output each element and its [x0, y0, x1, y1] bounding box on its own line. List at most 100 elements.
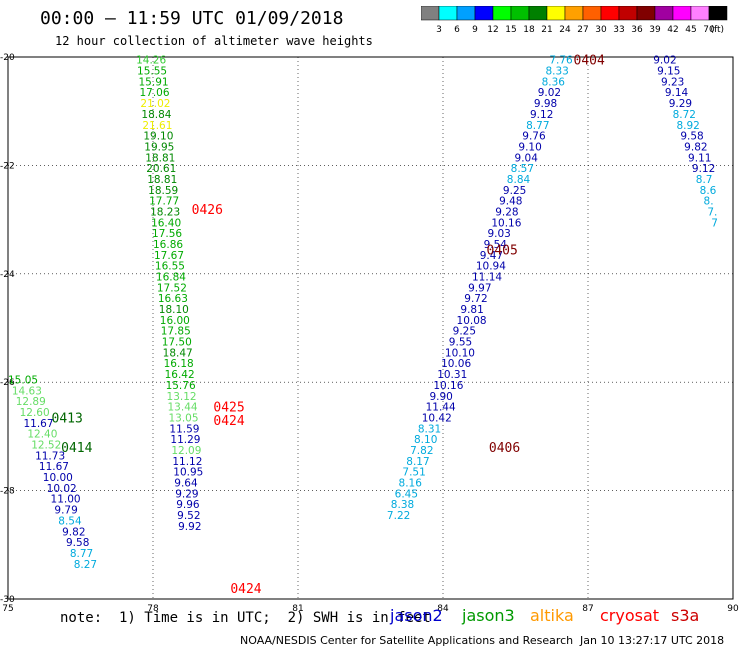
wave-height-point: 16.86: [153, 239, 183, 251]
wave-height-point: 9.11: [688, 152, 711, 164]
wave-height-point: 10.06: [441, 358, 471, 370]
wave-height-point: 9.79: [54, 505, 77, 517]
wave-height-point: 9.10: [518, 141, 541, 153]
wave-height-point: 12.60: [20, 407, 50, 419]
wave-height-point: 8.36: [542, 76, 566, 88]
x-tick-label: 78: [147, 604, 159, 614]
wave-height-point: 9.92: [178, 521, 201, 533]
wave-height-point: 15.05: [8, 374, 38, 386]
wave-height-point: 12.89: [16, 396, 46, 408]
pass-time-label: 0406: [489, 441, 520, 456]
wave-height-point: 8.27: [74, 559, 97, 571]
wave-height-point: 9.14: [665, 87, 689, 99]
wave-height-point: 18.10: [159, 304, 189, 316]
pass-time-label: 0404: [574, 54, 605, 69]
wave-height-point: 9.04: [515, 152, 539, 164]
satellite-label-altika: altika: [530, 606, 574, 625]
wave-height-point: 9.81: [460, 304, 483, 316]
legend-label: 9: [472, 25, 478, 35]
wave-height-point: 7.22: [387, 510, 410, 522]
pass-time-label: 0413: [52, 411, 83, 426]
wave-height-point: 17.50: [162, 337, 192, 349]
wave-height-point: 9.72: [464, 293, 487, 305]
y-tick-label: -24: [0, 270, 15, 280]
wave-height-point: 18.81: [145, 152, 175, 164]
wave-height-point: 11.00: [51, 494, 81, 506]
wave-height-point: 9.28: [495, 206, 518, 218]
wave-height-point: 18.23: [150, 206, 180, 218]
wave-height-point: 9.29: [175, 488, 198, 500]
y-tick-label: -28: [0, 487, 15, 497]
wave-height-point: 9.29: [669, 98, 692, 110]
wave-height-point: 16.18: [164, 358, 194, 370]
wave-height-point: 8.92: [676, 120, 699, 132]
wave-height-point: 8.: [704, 196, 714, 208]
wave-height-point: 9.90: [429, 391, 452, 403]
wave-height-point: 13.05: [168, 412, 198, 424]
y-tick-label: -26: [0, 378, 15, 388]
wave-height-point: 9.82: [62, 526, 85, 538]
wave-height-point: 10.08: [457, 315, 487, 327]
wave-height-point: 14.26: [136, 55, 166, 67]
legend-label: 15: [505, 25, 516, 35]
wave-height-point: 11.59: [169, 423, 199, 435]
wave-height-point: 16.63: [158, 293, 188, 305]
wave-height-point: 8.38: [391, 499, 414, 511]
wave-height-point: 9.02: [653, 55, 676, 67]
wave-height-point: 18.59: [148, 185, 178, 197]
plot-frame: [7, 56, 734, 600]
legend-label: 27: [577, 25, 588, 35]
wave-height-point: 10.42: [422, 412, 452, 424]
y-tick-label: -20: [0, 53, 15, 63]
wave-height-point: 9.02: [538, 87, 561, 99]
wave-height-point: 10.10: [445, 347, 475, 359]
legend-label: 42: [667, 25, 678, 35]
legend-label: 30: [595, 25, 607, 35]
wave-height-point: 9.64: [174, 477, 198, 489]
wave-height-point: 9.25: [503, 185, 526, 197]
wave-height-point: 15.91: [139, 76, 169, 88]
color-scale-legend: 3 6 9 12 15 18 21 24 27 30 33 36 39 42 45 70(ft): [421, 6, 728, 35]
pass-time-label: 0405: [487, 243, 518, 258]
wave-height-point: 10.95: [173, 467, 203, 479]
legend-label: 33: [613, 25, 624, 35]
wave-height-point: 10.94: [476, 261, 506, 273]
wave-height-point: 17.56: [152, 228, 182, 240]
footer-note: note: 1) Time is in UTC; 2) SWH is in fe…: [60, 610, 431, 626]
wave-height-point: 18.47: [163, 347, 193, 359]
pass-time-label: 0424: [213, 414, 244, 429]
wave-height-point: 19.10: [143, 131, 173, 143]
wave-height-point: 11.73: [35, 450, 65, 462]
wave-height-point: 9.58: [680, 131, 703, 143]
wave-height-point: 16.40: [151, 217, 181, 229]
wave-height-point: 15.76: [166, 380, 196, 392]
wave-height-point: 10.16: [491, 217, 521, 229]
legend-label: 12: [487, 25, 498, 35]
pass-time-label: 0424: [230, 582, 261, 597]
legend-label: 21: [541, 25, 552, 35]
wave-height-point: 12.09: [171, 445, 201, 457]
wave-height-point: 9.76: [522, 131, 546, 143]
wave-height-point: 9.03: [487, 228, 510, 240]
x-tick-label: 75: [2, 604, 13, 614]
wave-height-point: 15.55: [137, 66, 167, 78]
wave-height-point: 9.47: [480, 250, 503, 262]
legend-label: 70: [703, 25, 715, 35]
wave-height-point: 9.15: [657, 66, 680, 78]
wave-height-point: 10.00: [43, 472, 73, 484]
wave-height-point: 9.55: [449, 337, 472, 349]
wave-height-point: 19.95: [144, 141, 174, 153]
wave-height-point: 9.82: [684, 141, 707, 153]
legend-label: 18: [523, 25, 535, 35]
legend-label: 24: [559, 25, 571, 35]
x-tick-label: 90: [727, 604, 739, 614]
wave-height-point: 9.12: [692, 163, 715, 175]
wave-height-point: 17.77: [149, 196, 179, 208]
wave-height-point: 8.17: [406, 456, 429, 468]
satellite-label-s3a: s3a: [671, 606, 700, 625]
legend-label: 3: [436, 25, 442, 35]
wave-height-point: 9.12: [530, 109, 553, 121]
legend-label: 36: [631, 25, 643, 35]
wave-height-point: 21.02: [140, 98, 170, 110]
